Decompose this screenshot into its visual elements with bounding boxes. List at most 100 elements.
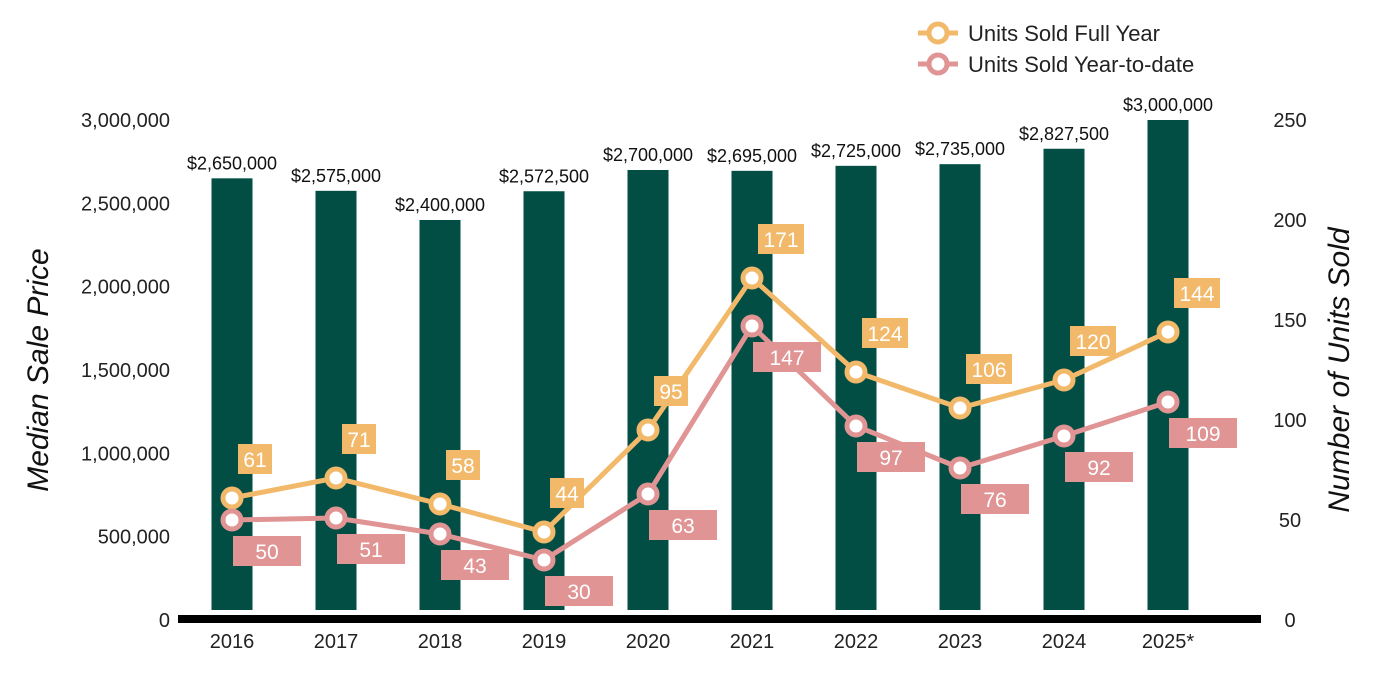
- bar-value-label: $2,725,000: [811, 141, 901, 161]
- bar: [1147, 120, 1189, 610]
- data-label-box: [649, 510, 717, 540]
- data-point: [1156, 320, 1180, 344]
- data-label: 144: [1179, 283, 1214, 306]
- data-label: 61: [243, 449, 266, 472]
- x-axis-tick-label: 2016: [210, 631, 255, 653]
- data-label-box: [1174, 278, 1220, 308]
- data-label: 58: [451, 455, 474, 478]
- bar-value-label: $2,827,500: [1019, 124, 1109, 144]
- bar-value-label: $2,400,000: [395, 195, 485, 215]
- data-label-box: [966, 354, 1012, 384]
- data-point: [948, 456, 972, 480]
- data-label: 171: [763, 229, 798, 252]
- data-label-box: [238, 444, 272, 474]
- data-point: [324, 506, 348, 530]
- right-axis-tick-label: 250: [1273, 110, 1306, 132]
- right-axis: Number of Units Sold 0 50 100 150 200 250: [1273, 110, 1356, 632]
- data-label: 97: [879, 447, 902, 470]
- legend-label: Units Sold Year-to-date: [968, 52, 1194, 77]
- legend-item: Units Sold Full Year: [918, 21, 1160, 46]
- data-label: 44: [555, 483, 579, 506]
- left-axis: Median Sale Price 0 500,000 1,000,000 1,500…: [22, 110, 170, 632]
- right-axis-tick-label: 100: [1273, 410, 1306, 432]
- data-label-box: [961, 484, 1029, 514]
- bar-value-label: $2,575,000: [291, 166, 381, 186]
- data-point: [532, 548, 556, 572]
- left-axis-tick-label: 500,000: [98, 527, 170, 549]
- x-axis-tick-label: 2025*: [1142, 631, 1194, 653]
- data-point: [948, 396, 972, 420]
- data-label: 106: [971, 359, 1006, 382]
- bar: [939, 164, 981, 610]
- data-label-box: [1169, 418, 1237, 448]
- data-point: [324, 466, 348, 490]
- data-label: 43: [463, 555, 486, 578]
- data-point: [1052, 368, 1076, 392]
- bar: [835, 165, 877, 611]
- bar-value-label: $2,572,500: [499, 166, 589, 186]
- data-point: [428, 522, 452, 546]
- legend-item: Units Sold Year-to-date: [918, 52, 1194, 77]
- bar-value-label: $2,735,000: [915, 139, 1005, 159]
- bar-value-label: $2,700,000: [603, 145, 693, 165]
- data-point: [220, 486, 244, 510]
- line-series-full-year: 61 71 58 44 95 171 124 106 120 144: [220, 224, 1220, 544]
- legend-swatch-marker: [926, 52, 950, 76]
- data-label-box: [753, 342, 821, 372]
- data-point: [220, 508, 244, 532]
- x-axis-tick-label: 2020: [626, 631, 671, 653]
- data-label: 50: [255, 541, 278, 564]
- x-axis-ticks: 2016 2017 2018 2019 2020 2021 2022 2023 2024 2025…: [210, 631, 1195, 653]
- x-axis-tick-label: 2024: [1042, 631, 1087, 653]
- bar-value-label: $2,695,000: [707, 146, 797, 166]
- right-axis-tick-label: 0: [1284, 610, 1295, 632]
- data-point: [1156, 390, 1180, 414]
- data-label: 76: [983, 489, 1006, 512]
- data-point: [844, 360, 868, 384]
- data-label-box: [857, 442, 925, 472]
- x-axis-tick-label: 2019: [522, 631, 567, 653]
- x-axis-tick-label: 2021: [730, 631, 775, 653]
- data-point: [636, 418, 660, 442]
- right-axis-title: Number of Units Sold: [1323, 226, 1356, 512]
- data-label: 63: [671, 515, 694, 538]
- x-axis-line: [178, 615, 1261, 623]
- data-point: [740, 314, 764, 338]
- left-axis-tick-label: 1,000,000: [81, 443, 170, 465]
- data-label-box: [233, 536, 301, 566]
- x-axis-tick-label: 2018: [418, 631, 463, 653]
- left-axis-tick-label: 2,000,000: [81, 277, 170, 299]
- data-label-box: [758, 224, 804, 254]
- data-label: 92: [1087, 457, 1110, 480]
- data-label: 124: [867, 323, 902, 346]
- data-label: 109: [1185, 423, 1220, 446]
- data-point: [740, 266, 764, 290]
- data-label-box: [545, 576, 613, 606]
- data-label-box: [550, 478, 584, 508]
- right-axis-tick-label: 200: [1273, 210, 1306, 232]
- data-label-box: [1070, 326, 1116, 356]
- data-label-box: [862, 318, 908, 348]
- x-axis-tick-label: 2023: [938, 631, 983, 653]
- series-line: [231, 275, 1170, 535]
- data-label: 71: [347, 429, 370, 452]
- left-axis-title: Median Sale Price: [22, 248, 55, 491]
- data-label-box: [342, 424, 376, 454]
- bar: [523, 191, 565, 610]
- bar-value-label: $3,000,000: [1123, 95, 1213, 115]
- x-axis-tick-label: 2017: [314, 631, 359, 653]
- data-label-box: [1065, 452, 1133, 482]
- data-label: 51: [359, 539, 382, 562]
- data-label-box: [337, 534, 405, 564]
- left-axis-tick-label: 1,500,000: [81, 360, 170, 382]
- legend-swatch-marker: [926, 21, 950, 45]
- right-axis-tick-label: 50: [1279, 510, 1301, 532]
- left-axis-tick-label: 2,500,000: [81, 193, 170, 215]
- legend-label: Units Sold Full Year: [968, 21, 1160, 46]
- data-label-box: [446, 450, 480, 480]
- data-point: [636, 482, 660, 506]
- data-label-box: [441, 550, 509, 580]
- data-point: [844, 414, 868, 438]
- left-axis-tick-label: 0: [159, 610, 170, 632]
